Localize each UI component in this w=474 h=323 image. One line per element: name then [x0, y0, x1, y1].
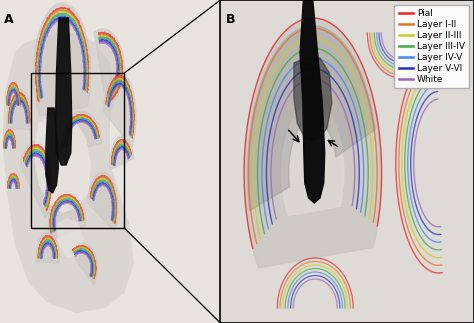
Polygon shape	[46, 108, 58, 193]
Bar	[31, 73, 124, 228]
Polygon shape	[2, 33, 134, 313]
Polygon shape	[109, 136, 134, 170]
Polygon shape	[94, 29, 124, 107]
Polygon shape	[57, 218, 84, 258]
Text: A: A	[4, 13, 13, 26]
Polygon shape	[34, 3, 91, 116]
Polygon shape	[36, 232, 59, 263]
Text: B: B	[226, 13, 236, 26]
Polygon shape	[103, 72, 136, 148]
Polygon shape	[69, 242, 98, 285]
Legend: Pial, Layer I-II, Layer II-III, Layer III-IV, Layer IV-V, Layer V-VI, White: Pial, Layer I-II, Layer II-III, Layer II…	[394, 5, 469, 89]
Polygon shape	[48, 191, 86, 240]
Polygon shape	[61, 111, 101, 154]
Polygon shape	[88, 172, 118, 231]
Polygon shape	[247, 26, 375, 211]
Polygon shape	[244, 18, 382, 268]
Polygon shape	[20, 141, 53, 218]
Polygon shape	[300, 0, 325, 203]
Polygon shape	[7, 89, 32, 130]
Polygon shape	[55, 18, 72, 165]
Polygon shape	[34, 118, 91, 213]
Polygon shape	[282, 103, 344, 216]
Polygon shape	[220, 0, 474, 323]
Polygon shape	[294, 58, 332, 140]
